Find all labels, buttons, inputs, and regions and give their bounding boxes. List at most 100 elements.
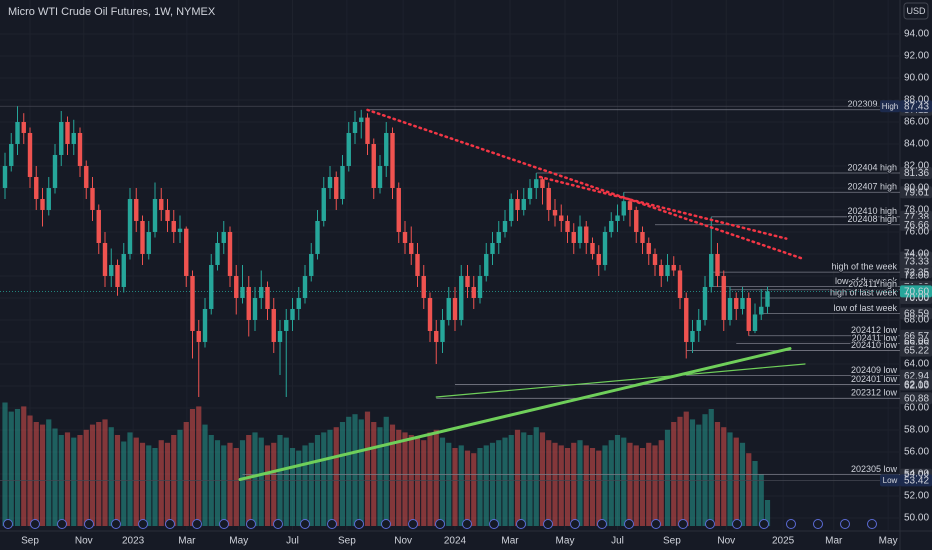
volume-bar bbox=[283, 437, 289, 526]
event-icon bbox=[165, 519, 175, 529]
candle-body bbox=[184, 228, 189, 276]
candle-body bbox=[221, 231, 226, 243]
event-icon bbox=[624, 519, 634, 529]
level-label: 202312 low bbox=[851, 388, 898, 398]
event-icon bbox=[219, 519, 229, 529]
volume-bar bbox=[421, 440, 427, 526]
volume-bar bbox=[539, 432, 546, 526]
candle-body bbox=[652, 253, 658, 265]
volume-bar bbox=[233, 448, 239, 526]
candle-body bbox=[490, 242, 495, 254]
volume-bar bbox=[196, 406, 202, 526]
volume-bar bbox=[602, 445, 608, 526]
volume-bar bbox=[27, 415, 33, 526]
volume-bar bbox=[321, 432, 327, 526]
y-tick-label: 68.00 bbox=[904, 315, 929, 326]
candle-body bbox=[496, 231, 501, 243]
volume-bar bbox=[427, 432, 433, 526]
x-tick-label: Sep bbox=[21, 536, 39, 547]
price-badge-label: 62.13 bbox=[904, 380, 929, 391]
candle-body bbox=[309, 253, 314, 276]
price-badge-label: 81.36 bbox=[904, 168, 929, 179]
candle-body bbox=[327, 176, 333, 188]
candle-body bbox=[440, 319, 445, 342]
y-tick-label: 84.00 bbox=[904, 139, 929, 150]
candle-body bbox=[484, 253, 489, 276]
event-icon bbox=[84, 519, 94, 529]
trendlines bbox=[238, 108, 806, 481]
event-icon bbox=[408, 519, 418, 529]
volume-bar bbox=[652, 445, 658, 526]
candle-body bbox=[252, 297, 258, 320]
volume-bar bbox=[164, 442, 171, 526]
volume-bar bbox=[258, 437, 264, 526]
event-icons bbox=[3, 519, 877, 529]
x-tick-label: May bbox=[879, 536, 898, 547]
y-tick-label: 80.00 bbox=[904, 183, 929, 194]
price-badge-label: 73.33 bbox=[904, 256, 929, 267]
candle-body bbox=[15, 121, 20, 144]
candle-body bbox=[509, 198, 514, 221]
candle-body bbox=[434, 330, 439, 342]
currency-button[interactable] bbox=[903, 2, 929, 20]
x-tick-label: 2024 bbox=[444, 536, 467, 547]
volume-bar bbox=[764, 500, 771, 526]
volume-pane bbox=[2, 402, 771, 526]
volume-bar bbox=[414, 437, 421, 526]
candle-body bbox=[677, 270, 683, 298]
price-badge-label: 77.38 bbox=[904, 212, 929, 223]
volume-bar bbox=[358, 419, 364, 526]
candle-body bbox=[59, 121, 64, 155]
currency-label[interactable]: USD bbox=[906, 6, 926, 16]
event-icon bbox=[381, 519, 391, 529]
volume-bar bbox=[552, 442, 558, 526]
candle-body bbox=[102, 242, 108, 276]
volume-bar bbox=[452, 448, 458, 526]
volume-bar bbox=[608, 440, 614, 526]
volume-bar bbox=[183, 422, 189, 526]
price-badge bbox=[900, 167, 932, 180]
x-tick-label: Jul bbox=[611, 536, 624, 547]
candle-body bbox=[759, 306, 764, 315]
candle-body bbox=[21, 121, 26, 133]
candle-body bbox=[596, 253, 601, 265]
y-tick-label: 50.00 bbox=[904, 513, 929, 524]
volume-bar bbox=[202, 424, 208, 526]
candle-body bbox=[90, 187, 95, 210]
volume-bar bbox=[596, 450, 602, 526]
volume-bar bbox=[446, 442, 452, 526]
candle-body bbox=[165, 209, 170, 221]
y-tick-label: 86.00 bbox=[904, 117, 929, 128]
axes: 50.00 52.00 54.00 56.00 58.00 60.00 62.00 64.00… bbox=[21, 29, 929, 547]
price-badge-label: 60.88 bbox=[904, 393, 929, 404]
candle-body bbox=[346, 132, 351, 166]
candle-body bbox=[34, 176, 39, 199]
price-badge bbox=[900, 344, 932, 357]
volume-bar bbox=[189, 409, 196, 526]
candle-body bbox=[315, 220, 320, 254]
event-icon bbox=[138, 519, 148, 529]
x-tick-label: May bbox=[229, 536, 248, 547]
event-icon bbox=[678, 519, 688, 529]
volume-bar bbox=[496, 440, 502, 526]
y-tick-label: 82.00 bbox=[904, 161, 929, 172]
candle-body bbox=[302, 275, 308, 298]
volume-bar bbox=[733, 437, 739, 526]
volume-bar bbox=[158, 440, 164, 526]
volume-bar bbox=[252, 432, 258, 526]
price-badge-label: 53.42 bbox=[904, 476, 929, 487]
volume-bar bbox=[289, 448, 296, 526]
candle-body bbox=[396, 187, 401, 232]
volume-bar bbox=[346, 416, 352, 526]
volume-bar bbox=[521, 432, 527, 526]
x-tick-label: Nov bbox=[75, 536, 93, 547]
candle-body bbox=[71, 132, 76, 144]
event-icon bbox=[273, 519, 283, 529]
volume-bar bbox=[389, 424, 396, 526]
candle-body bbox=[502, 220, 508, 232]
price-badge-label: 70.00 bbox=[904, 293, 929, 304]
candle-body bbox=[202, 308, 208, 342]
price-badge bbox=[900, 186, 932, 199]
candle-body bbox=[459, 275, 464, 320]
y-tick-label: 58.00 bbox=[904, 425, 929, 436]
